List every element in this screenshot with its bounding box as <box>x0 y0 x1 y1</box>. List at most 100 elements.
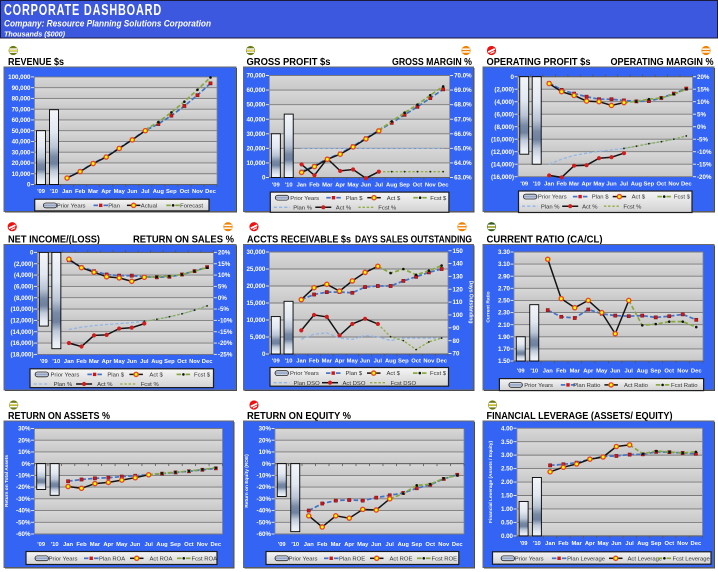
svg-text:-40%: -40% <box>257 508 272 515</box>
svg-text:RETURN ON ASSETS %: RETURN ON ASSETS % <box>8 411 110 422</box>
svg-text:Oct: Oct <box>657 182 667 188</box>
svg-text:Jun: Jun <box>361 183 372 189</box>
svg-text:64.0%: 64.0% <box>454 160 472 167</box>
svg-text:May: May <box>116 542 128 548</box>
svg-text:0: 0 <box>30 250 34 257</box>
svg-text:Aug: Aug <box>385 359 397 365</box>
svg-text:Sep: Sep <box>411 542 422 548</box>
svg-text:90: 90 <box>453 325 460 332</box>
svg-text:30,000: 30,000 <box>12 149 31 156</box>
svg-text:Mar: Mar <box>570 369 581 375</box>
svg-text:0.50: 0.50 <box>501 520 514 527</box>
svg-text:0: 0 <box>262 351 266 358</box>
svg-text:'10: '10 <box>533 182 541 188</box>
svg-text:OPERATING PROFIT $s: OPERATING PROFIT $s <box>487 57 591 68</box>
svg-text:Feb: Feb <box>76 359 87 365</box>
svg-text:1.50: 1.50 <box>498 358 511 365</box>
svg-text:Prior Years: Prior Years <box>49 556 78 562</box>
svg-text:20%: 20% <box>218 250 231 257</box>
svg-text:Prior Years: Prior Years <box>51 373 80 379</box>
svg-text:Oct: Oct <box>664 369 674 375</box>
svg-text:-25%: -25% <box>218 352 233 359</box>
svg-text:30%: 30% <box>18 426 31 433</box>
svg-text:10,000: 10,000 <box>246 317 265 324</box>
svg-text:Mar: Mar <box>88 189 99 195</box>
svg-text:May: May <box>114 359 126 365</box>
svg-text:Prior Years: Prior Years <box>538 195 567 201</box>
svg-text:Days Outstanding: Days Outstanding <box>468 281 474 324</box>
svg-text:10%: 10% <box>18 449 31 456</box>
svg-text:-10%: -10% <box>16 472 31 479</box>
svg-text:20%: 20% <box>259 437 272 444</box>
svg-text:Feb: Feb <box>556 369 567 375</box>
svg-text:Aug: Aug <box>156 542 168 548</box>
svg-text:May: May <box>593 182 605 188</box>
svg-text:'10: '10 <box>285 359 293 365</box>
svg-text:2.10: 2.10 <box>498 322 511 329</box>
svg-text:2.50: 2.50 <box>498 298 511 305</box>
svg-text:Fcst Leverage: Fcst Leverage <box>673 556 711 562</box>
svg-text:Act %: Act % <box>97 382 113 388</box>
svg-text:90,000: 90,000 <box>12 85 31 92</box>
svg-text:10%: 10% <box>259 449 272 456</box>
svg-text:80: 80 <box>453 338 460 345</box>
svg-text:Jun: Jun <box>371 542 382 548</box>
svg-text:RETURN ON EQUITY %: RETURN ON EQUITY % <box>247 411 351 422</box>
svg-text:Dec: Dec <box>691 541 702 547</box>
svg-text:Apr: Apr <box>583 369 594 375</box>
svg-text:Jun: Jun <box>130 542 141 548</box>
svg-text:Prior Years: Prior Years <box>515 556 544 562</box>
svg-text:(4,000): (4,000) <box>14 272 34 279</box>
svg-text:Jun: Jun <box>127 359 138 365</box>
svg-text:Prior Years: Prior Years <box>289 556 318 562</box>
svg-text:10%: 10% <box>697 99 710 106</box>
svg-text:(16,000): (16,000) <box>10 340 33 347</box>
svg-text:Apr: Apr <box>582 182 593 188</box>
svg-text:70: 70 <box>453 351 460 358</box>
svg-text:120: 120 <box>453 286 464 293</box>
svg-text:68.0%: 68.0% <box>454 102 472 109</box>
svg-text:Sep: Sep <box>651 541 662 547</box>
svg-text:REVENUE $s: REVENUE $s <box>8 57 64 68</box>
svg-text:Plan ROA: Plan ROA <box>99 556 125 562</box>
svg-text:Fcst DSO: Fcst DSO <box>391 381 417 387</box>
svg-text:Act Leverage: Act Leverage <box>628 556 663 562</box>
svg-text:Prior Years: Prior Years <box>290 371 319 377</box>
svg-text:-20%: -20% <box>697 174 712 181</box>
svg-text:-20%: -20% <box>257 484 272 491</box>
svg-text:Act Ratio: Act Ratio <box>624 383 649 389</box>
svg-text:'09: '09 <box>520 541 529 547</box>
svg-text:Fcst $: Fcst $ <box>194 373 211 379</box>
svg-text:Oct: Oct <box>184 542 194 548</box>
svg-text:-10%: -10% <box>218 318 233 325</box>
svg-text:Jun: Jun <box>610 369 621 375</box>
svg-text:5,000: 5,000 <box>250 334 266 341</box>
svg-text:Sep: Sep <box>399 183 410 189</box>
svg-text:Feb: Feb <box>76 542 87 548</box>
svg-text:3.00: 3.00 <box>501 452 514 459</box>
svg-text:Fcst ROA: Fcst ROA <box>192 556 218 562</box>
svg-text:2.70: 2.70 <box>498 285 511 292</box>
svg-text:Oct: Oct <box>425 542 435 548</box>
svg-text:Fcst $: Fcst $ <box>430 371 447 377</box>
svg-text:140: 140 <box>453 261 464 268</box>
svg-text:3.30: 3.30 <box>498 249 511 256</box>
svg-text:66.0%: 66.0% <box>454 131 472 138</box>
svg-text:2.90: 2.90 <box>498 273 511 280</box>
svg-text:Fcst %: Fcst % <box>141 382 160 388</box>
svg-text:Feb: Feb <box>309 359 320 365</box>
svg-text:'10: '10 <box>291 542 299 548</box>
svg-text:May: May <box>347 183 359 189</box>
svg-text:Sep: Sep <box>398 359 409 365</box>
svg-text:-15%: -15% <box>218 329 233 336</box>
svg-text:Jan: Jan <box>296 359 306 365</box>
svg-text:Dec: Dec <box>205 189 216 195</box>
svg-text:Actual: Actual <box>141 203 157 209</box>
svg-text:10,000: 10,000 <box>246 160 265 167</box>
svg-text:Jun: Jun <box>606 182 617 188</box>
svg-text:Oct: Oct <box>413 183 423 189</box>
svg-text:'10: '10 <box>530 369 538 375</box>
svg-text:Feb: Feb <box>556 182 567 188</box>
svg-text:FINANCIAL LEVERAGE (ASSETS/ EQ: FINANCIAL LEVERAGE (ASSETS/ EQUITY) <box>487 411 673 422</box>
svg-text:-5%: -5% <box>218 306 230 313</box>
